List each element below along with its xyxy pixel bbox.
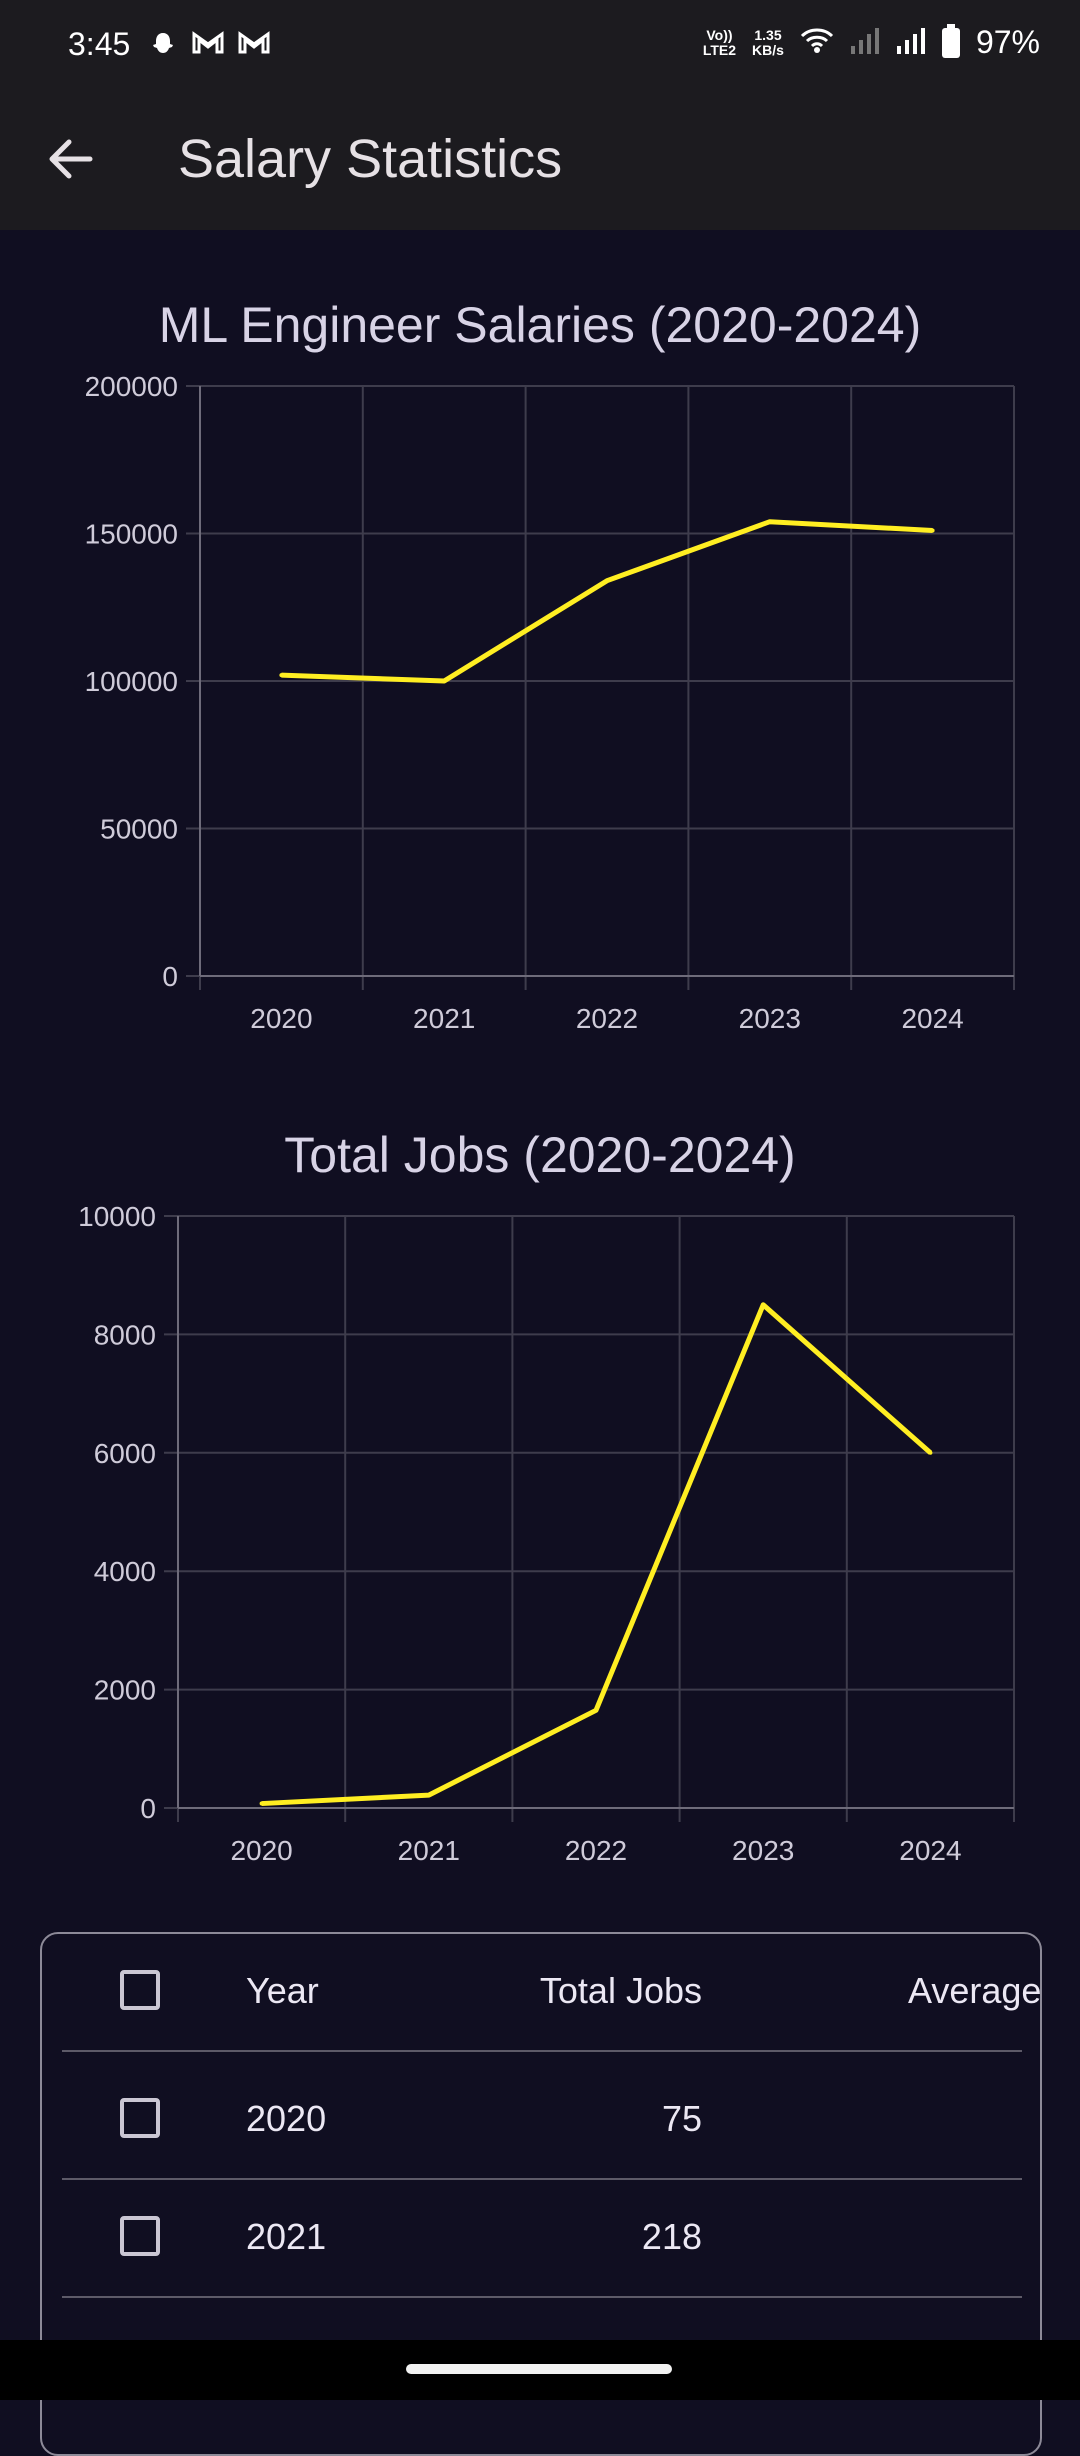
y-tick-label: 0 [162,961,178,992]
row-divider [62,2296,1022,2298]
y-tick-label: 10000 [78,1201,156,1232]
data-point [426,1793,431,1798]
header-year[interactable]: Year [246,1970,319,2011]
x-tick-label: 2020 [230,1835,292,1866]
notification-icons [148,30,270,67]
x-tick-label: 2024 [901,1003,963,1034]
row-year: 2021 [246,2216,327,2257]
lte-label: LTE2 [702,41,737,58]
status-time: 3:45 [68,26,131,62]
row-total-jobs: 218 [641,2216,702,2257]
y-tick-label: 0 [140,1793,156,1824]
y-tick-label: 2000 [94,1675,156,1706]
jobs-chart-title: Total Jobs (2020-2024) [284,1127,796,1183]
home-gesture-handle[interactable] [406,2364,672,2374]
series-line [281,519,933,684]
x-tick-label: 2022 [576,1003,638,1034]
x-tick-label: 2023 [739,1003,801,1034]
volte-label: Vo)) [706,26,733,43]
header-total-jobs[interactable]: Total Jobs [539,1970,702,2011]
x-tick-label: 2020 [250,1003,312,1034]
data-point [605,578,609,583]
y-tick-label: 8000 [94,1319,156,1350]
row-checkbox[interactable] [120,2098,160,2138]
data-point [279,673,284,678]
y-tick-label: 150000 [85,519,178,550]
table-row[interactable]: 2020 75 [62,2062,1022,2180]
salary-line-chart: 200000 150000 100000 50000 0 2020 2021 2022 2023… [85,371,1015,1034]
y-tick-label: 50000 [100,814,178,845]
series-line [261,1302,933,1807]
row-divider [62,2050,1022,2052]
salary-chart-title: ML Engineer Salaries (2020-2024) [158,297,922,353]
signal-strong-icon [896,26,926,59]
status-right: Vo)) LTE2 1.35 KB/s 97% [702,23,1040,61]
arrow-back-icon [49,139,93,179]
snapchat-icon [148,30,178,67]
data-point [767,519,772,524]
salary-table: Year Total Jobs Average 2020 75 2021 218 [40,1932,1042,2456]
wifi-icon [800,26,834,59]
y-tick-label: 6000 [94,1438,156,1469]
y-tick-label: 200000 [85,371,178,402]
network-speed: 1.35 KB/s [752,26,784,58]
battery-percent: 97% [975,24,1040,60]
header-average[interactable]: Average [908,1970,1042,2011]
table-row[interactable]: 2021 218 [62,2180,1022,2298]
system-nav-bar [0,2340,1080,2400]
signal-weak-icon [850,26,880,59]
data-point [928,1450,933,1455]
x-tick-label: 2021 [398,1835,460,1866]
status-bar: 3:45 Vo)) LTE2 1.35 KB/s [0,0,1080,92]
page-title: Salary Statistics [178,129,563,189]
data-point [761,1302,766,1307]
row-total-jobs: 75 [661,2098,702,2139]
y-tick-label: 4000 [94,1556,156,1587]
data-point [930,528,935,533]
row-divider [62,2178,1022,2180]
table-header-row: Year Total Jobs Average [62,1934,1040,2052]
x-tick-label: 2022 [565,1835,627,1866]
x-tick-label: 2024 [899,1835,961,1866]
jobs-line-chart: 10000 8000 6000 4000 2000 0 2020 2021 2022 2023 20… [78,1201,1015,1866]
volte-indicator: Vo)) LTE2 [702,26,737,58]
back-button[interactable] [36,124,106,194]
y-tick-label: 100000 [85,666,178,697]
gmail-icon [192,30,224,67]
speed-value: 1.35 [754,26,782,43]
x-tick-label: 2021 [413,1003,475,1034]
battery-icon [941,23,960,58]
data-point [594,1708,598,1713]
select-all-checkbox[interactable] [120,1970,160,2010]
app-bar: Salary Statistics [0,92,1080,230]
gmail-icon [238,30,270,67]
row-year: 2020 [246,2098,327,2139]
data-point [442,679,447,683]
x-tick-label: 2023 [732,1835,794,1866]
speed-unit: KB/s [752,41,784,58]
row-checkbox[interactable] [120,2216,160,2256]
data-point [259,1801,264,1806]
